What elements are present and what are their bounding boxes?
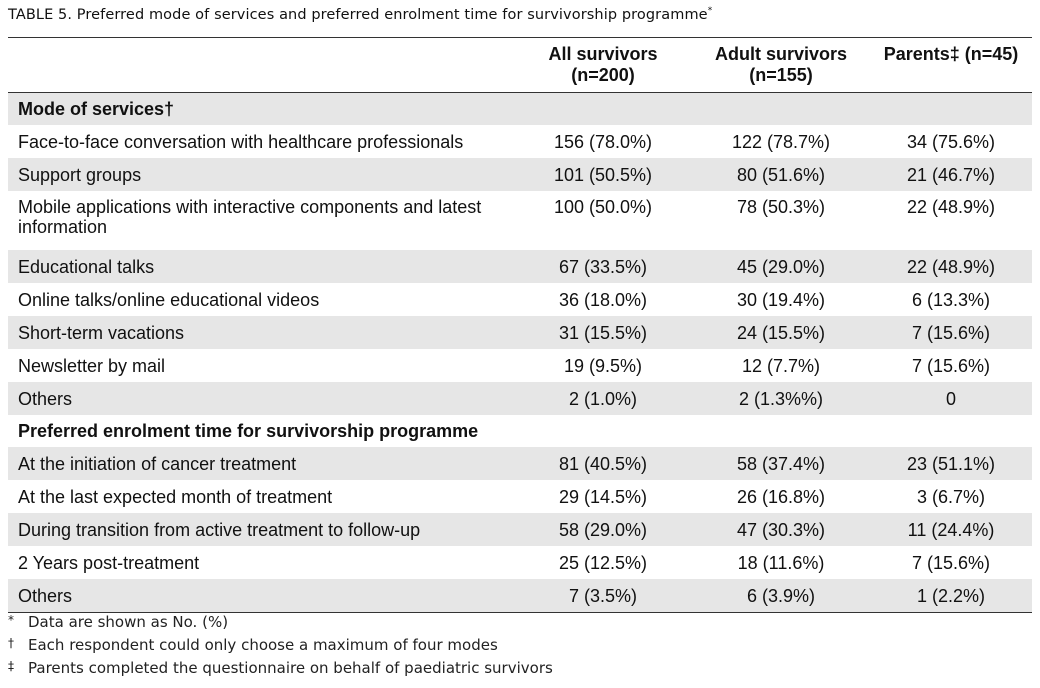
cell-all-survivors: 31 (15.5%) bbox=[514, 316, 692, 349]
table-body: Mode of services† Face-to-face conversati… bbox=[8, 92, 1032, 613]
row-label: During transition from active treatment … bbox=[8, 513, 514, 546]
cell-adult-survivors: 18 (11.6%) bbox=[737, 552, 825, 573]
footnote-text: Each respondent could only choose a maxi… bbox=[28, 636, 498, 654]
table-row: Newsletter by mail 19 (9.5%) 12 (7.7%) 7 (1… bbox=[8, 349, 1032, 382]
header-adult-survivors-text: Adult survivors (n=155) bbox=[714, 44, 848, 85]
section-title: Preferred enrolment time for survivorshi… bbox=[18, 421, 479, 441]
footnote-mark: † bbox=[8, 636, 14, 650]
table-row: Others 7 (3.5%) 6 (3.9%) 1 (2.2%) bbox=[8, 579, 1032, 613]
cell-parents: 3 (6.7%) bbox=[916, 486, 986, 507]
cell-adult-survivors: 24 (15.5%) bbox=[692, 316, 870, 349]
header-label-column bbox=[8, 38, 514, 93]
cell-all-survivors: 19 (9.5%) bbox=[563, 355, 643, 376]
cell-adult-survivors: 30 (19.4%) bbox=[736, 289, 826, 310]
footnotes: * Data are shown as No. (%) † Each respond… bbox=[8, 613, 553, 682]
cell-all-survivors: 101 (50.5%) bbox=[514, 158, 692, 191]
cell-adult-survivors: 80 (51.6%) bbox=[692, 158, 870, 191]
section-header-row: Mode of services† bbox=[8, 92, 1032, 125]
caption-footnote-mark: * bbox=[707, 6, 713, 16]
table-row: Others 2 (1.0%) 2 (1.3%%) 0 bbox=[8, 382, 1032, 415]
cell-parents: 34 (75.6%) bbox=[906, 131, 996, 152]
cell-adult-survivors: 6 (3.9%) bbox=[692, 579, 870, 613]
cell-parents: 6 (13.3%) bbox=[911, 289, 991, 310]
cell-parents: 22 (48.9%) bbox=[870, 250, 1032, 283]
header-all-survivors-text: All survivors (n=200) bbox=[548, 44, 658, 85]
data-table-container: All survivors (n=200) Adult survivors (n… bbox=[8, 37, 1032, 613]
table-row: Support groups 101 (50.5%) 80 (51.6%) 21 (4… bbox=[8, 158, 1032, 191]
section-header-row: Preferred enrolment time for survivorshi… bbox=[8, 415, 1032, 447]
cell-adult-survivors: 122 (78.7%) bbox=[731, 131, 831, 152]
header-row: All survivors (n=200) Adult survivors (n… bbox=[8, 37, 1032, 93]
table-row: Short-term vacations 31 (15.5%) 24 (15.5%)… bbox=[8, 316, 1032, 349]
cell-all-survivors: 58 (29.0%) bbox=[514, 513, 692, 546]
row-label: Online talks/online educational videos bbox=[18, 289, 320, 310]
caption-title: TABLE 5. Preferred mode of services and … bbox=[8, 6, 708, 23]
row-label: Support groups bbox=[8, 158, 514, 191]
row-label: Newsletter by mail bbox=[18, 355, 166, 376]
cell-parents: 21 (46.7%) bbox=[870, 158, 1032, 191]
cell-adult-survivors: 58 (37.4%) bbox=[692, 447, 870, 480]
cell-parents: 0 bbox=[870, 382, 1032, 415]
cell-parents: 11 (24.4%) bbox=[870, 513, 1032, 546]
cell-parents: 7 (15.6%) bbox=[911, 552, 991, 573]
header-all-survivors: All survivors (n=200) bbox=[514, 38, 692, 93]
cell-adult-survivors: 26 (16.8%) bbox=[736, 486, 826, 507]
table-row: Educational talks 67 (33.5%) 45 (29.0%) 22 … bbox=[8, 250, 1032, 283]
row-label: 2 Years post-treatment bbox=[18, 552, 200, 573]
table-row: During transition from active treatment … bbox=[8, 513, 1032, 546]
table-row: Online talks/online educational videos 36… bbox=[8, 283, 1032, 316]
table-caption: TABLE 5. Preferred mode of services and … bbox=[8, 6, 712, 23]
cell-adult-survivors: 47 (30.3%) bbox=[692, 513, 870, 546]
table-row: 2 Years post-treatment 25 (12.5%) 18 (11.6… bbox=[8, 546, 1032, 579]
header-adult-survivors: Adult survivors (n=155) bbox=[692, 38, 870, 93]
cell-parents: 23 (51.1%) bbox=[870, 447, 1032, 480]
table-row: Face-to-face conversation with healthcar… bbox=[8, 125, 1032, 158]
header-parents: Parents‡ (n=45) bbox=[870, 38, 1032, 93]
cell-parents: 22 (48.9%) bbox=[906, 197, 996, 217]
cell-adult-survivors: 12 (7.7%) bbox=[741, 355, 821, 376]
row-label: Face-to-face conversation with healthcar… bbox=[18, 131, 464, 152]
cell-all-survivors: 81 (40.5%) bbox=[514, 447, 692, 480]
cell-parents: 7 (15.6%) bbox=[911, 355, 991, 376]
row-label: At the last expected month of treatment bbox=[18, 486, 333, 507]
cell-all-survivors: 25 (12.5%) bbox=[558, 552, 648, 573]
cell-parents: 1 (2.2%) bbox=[870, 579, 1032, 613]
table-row: At the initiation of cancer treatment 81 … bbox=[8, 447, 1032, 480]
row-label: Others bbox=[8, 579, 514, 613]
cell-all-survivors: 67 (33.5%) bbox=[514, 250, 692, 283]
section-title: Mode of services† bbox=[8, 92, 1032, 125]
table-row: At the last expected month of treatment 2… bbox=[8, 480, 1032, 513]
cell-all-survivors: 7 (3.5%) bbox=[514, 579, 692, 613]
cell-adult-survivors: 45 (29.0%) bbox=[692, 250, 870, 283]
row-label: Others bbox=[8, 382, 514, 415]
cell-adult-survivors: 2 (1.3%%) bbox=[692, 382, 870, 415]
cell-parents: 7 (15.6%) bbox=[870, 316, 1032, 349]
row-label: Educational talks bbox=[8, 250, 514, 283]
cell-all-survivors: 36 (18.0%) bbox=[558, 289, 648, 310]
footnote: ‡ Parents completed the questionnaire on … bbox=[8, 659, 553, 682]
footnote-text: Parents completed the questionnaire on b… bbox=[28, 659, 553, 677]
table-header: All survivors (n=200) Adult survivors (n… bbox=[8, 37, 1032, 93]
header-parents-text: Parents‡ (n=45) bbox=[883, 44, 1019, 64]
cell-all-survivors: 156 (78.0%) bbox=[553, 131, 653, 152]
row-label: Mobile applications with interactive com… bbox=[18, 197, 482, 237]
cell-all-survivors: 100 (50.0%) bbox=[553, 197, 653, 217]
table-row: Mobile applications with interactive com… bbox=[8, 191, 1032, 250]
footnote: † Each respondent could only choose a max… bbox=[8, 636, 553, 659]
data-table: All survivors (n=200) Adult survivors (n… bbox=[8, 37, 1032, 613]
cell-all-survivors: 2 (1.0%) bbox=[514, 382, 692, 415]
footnote-mark: * bbox=[8, 613, 14, 627]
cell-all-survivors: 29 (14.5%) bbox=[558, 486, 648, 507]
footnote: * Data are shown as No. (%) bbox=[8, 613, 553, 636]
cell-adult-survivors: 78 (50.3%) bbox=[736, 197, 826, 217]
footnote-mark: ‡ bbox=[8, 659, 14, 673]
row-label: Short-term vacations bbox=[8, 316, 514, 349]
row-label: At the initiation of cancer treatment bbox=[8, 447, 514, 480]
footnote-text: Data are shown as No. (%) bbox=[28, 613, 229, 631]
